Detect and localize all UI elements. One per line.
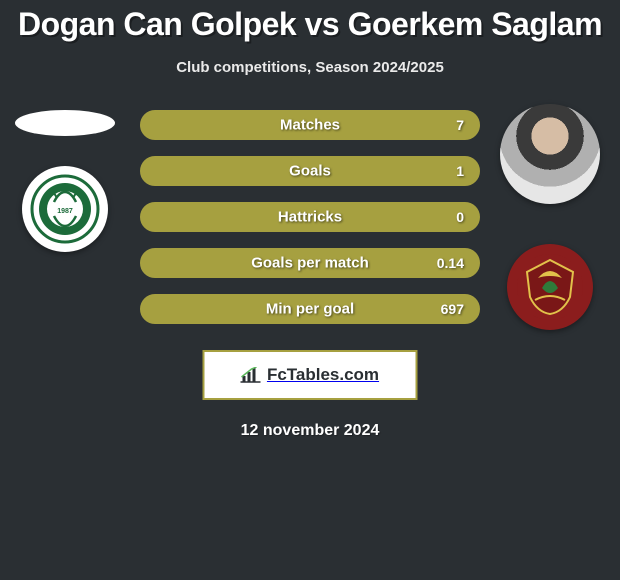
stat-bar-goals-per-match: Goals per match 0.14 <box>140 248 480 278</box>
svg-text:1987: 1987 <box>57 208 73 215</box>
stat-label: Goals per match <box>251 255 369 272</box>
fctables-link[interactable]: FcTables.com <box>203 350 418 400</box>
page-subtitle: Club competitions, Season 2024/2025 <box>0 59 620 76</box>
stat-label: Min per goal <box>266 301 354 318</box>
stat-bar-hattricks: Hattricks 0 <box>140 202 480 232</box>
stat-label: Matches <box>280 117 340 134</box>
stats-bars: Matches 7 Goals 1 Hattricks 0 Goals per … <box>140 110 480 340</box>
stat-value: 697 <box>441 301 464 317</box>
hatayspor-crest-icon <box>515 252 585 322</box>
fctables-brand-text: FcTables.com <box>267 365 379 385</box>
bar-chart-icon <box>241 367 261 383</box>
player-left-avatar <box>15 110 115 136</box>
stat-bar-matches: Matches 7 <box>140 110 480 140</box>
footer-date: 12 november 2024 <box>203 422 418 440</box>
stat-value: 7 <box>456 117 464 133</box>
stat-label: Hattricks <box>278 209 342 226</box>
footer-block: FcTables.com 12 november 2024 <box>203 350 418 440</box>
stat-bar-min-per-goal: Min per goal 697 <box>140 294 480 324</box>
stat-value: 0.14 <box>437 255 464 271</box>
player-right-column <box>500 104 600 330</box>
stat-value: 0 <box>456 209 464 225</box>
club-left-badge: 1987 <box>22 166 108 252</box>
player-right-avatar <box>500 104 600 204</box>
club-right-badge <box>507 244 593 330</box>
stat-bar-goals: Goals 1 <box>140 156 480 186</box>
comparison-row: 1987 Matches 7 Goals 1 Hattricks 0 Goals… <box>0 104 620 354</box>
stat-value: 1 <box>456 163 464 179</box>
player-left-column: 1987 <box>10 104 120 252</box>
page-title: Dogan Can Golpek vs Goerkem Saglam <box>0 0 620 43</box>
konyaspor-crest-icon: 1987 <box>30 174 100 244</box>
stat-label: Goals <box>289 163 331 180</box>
